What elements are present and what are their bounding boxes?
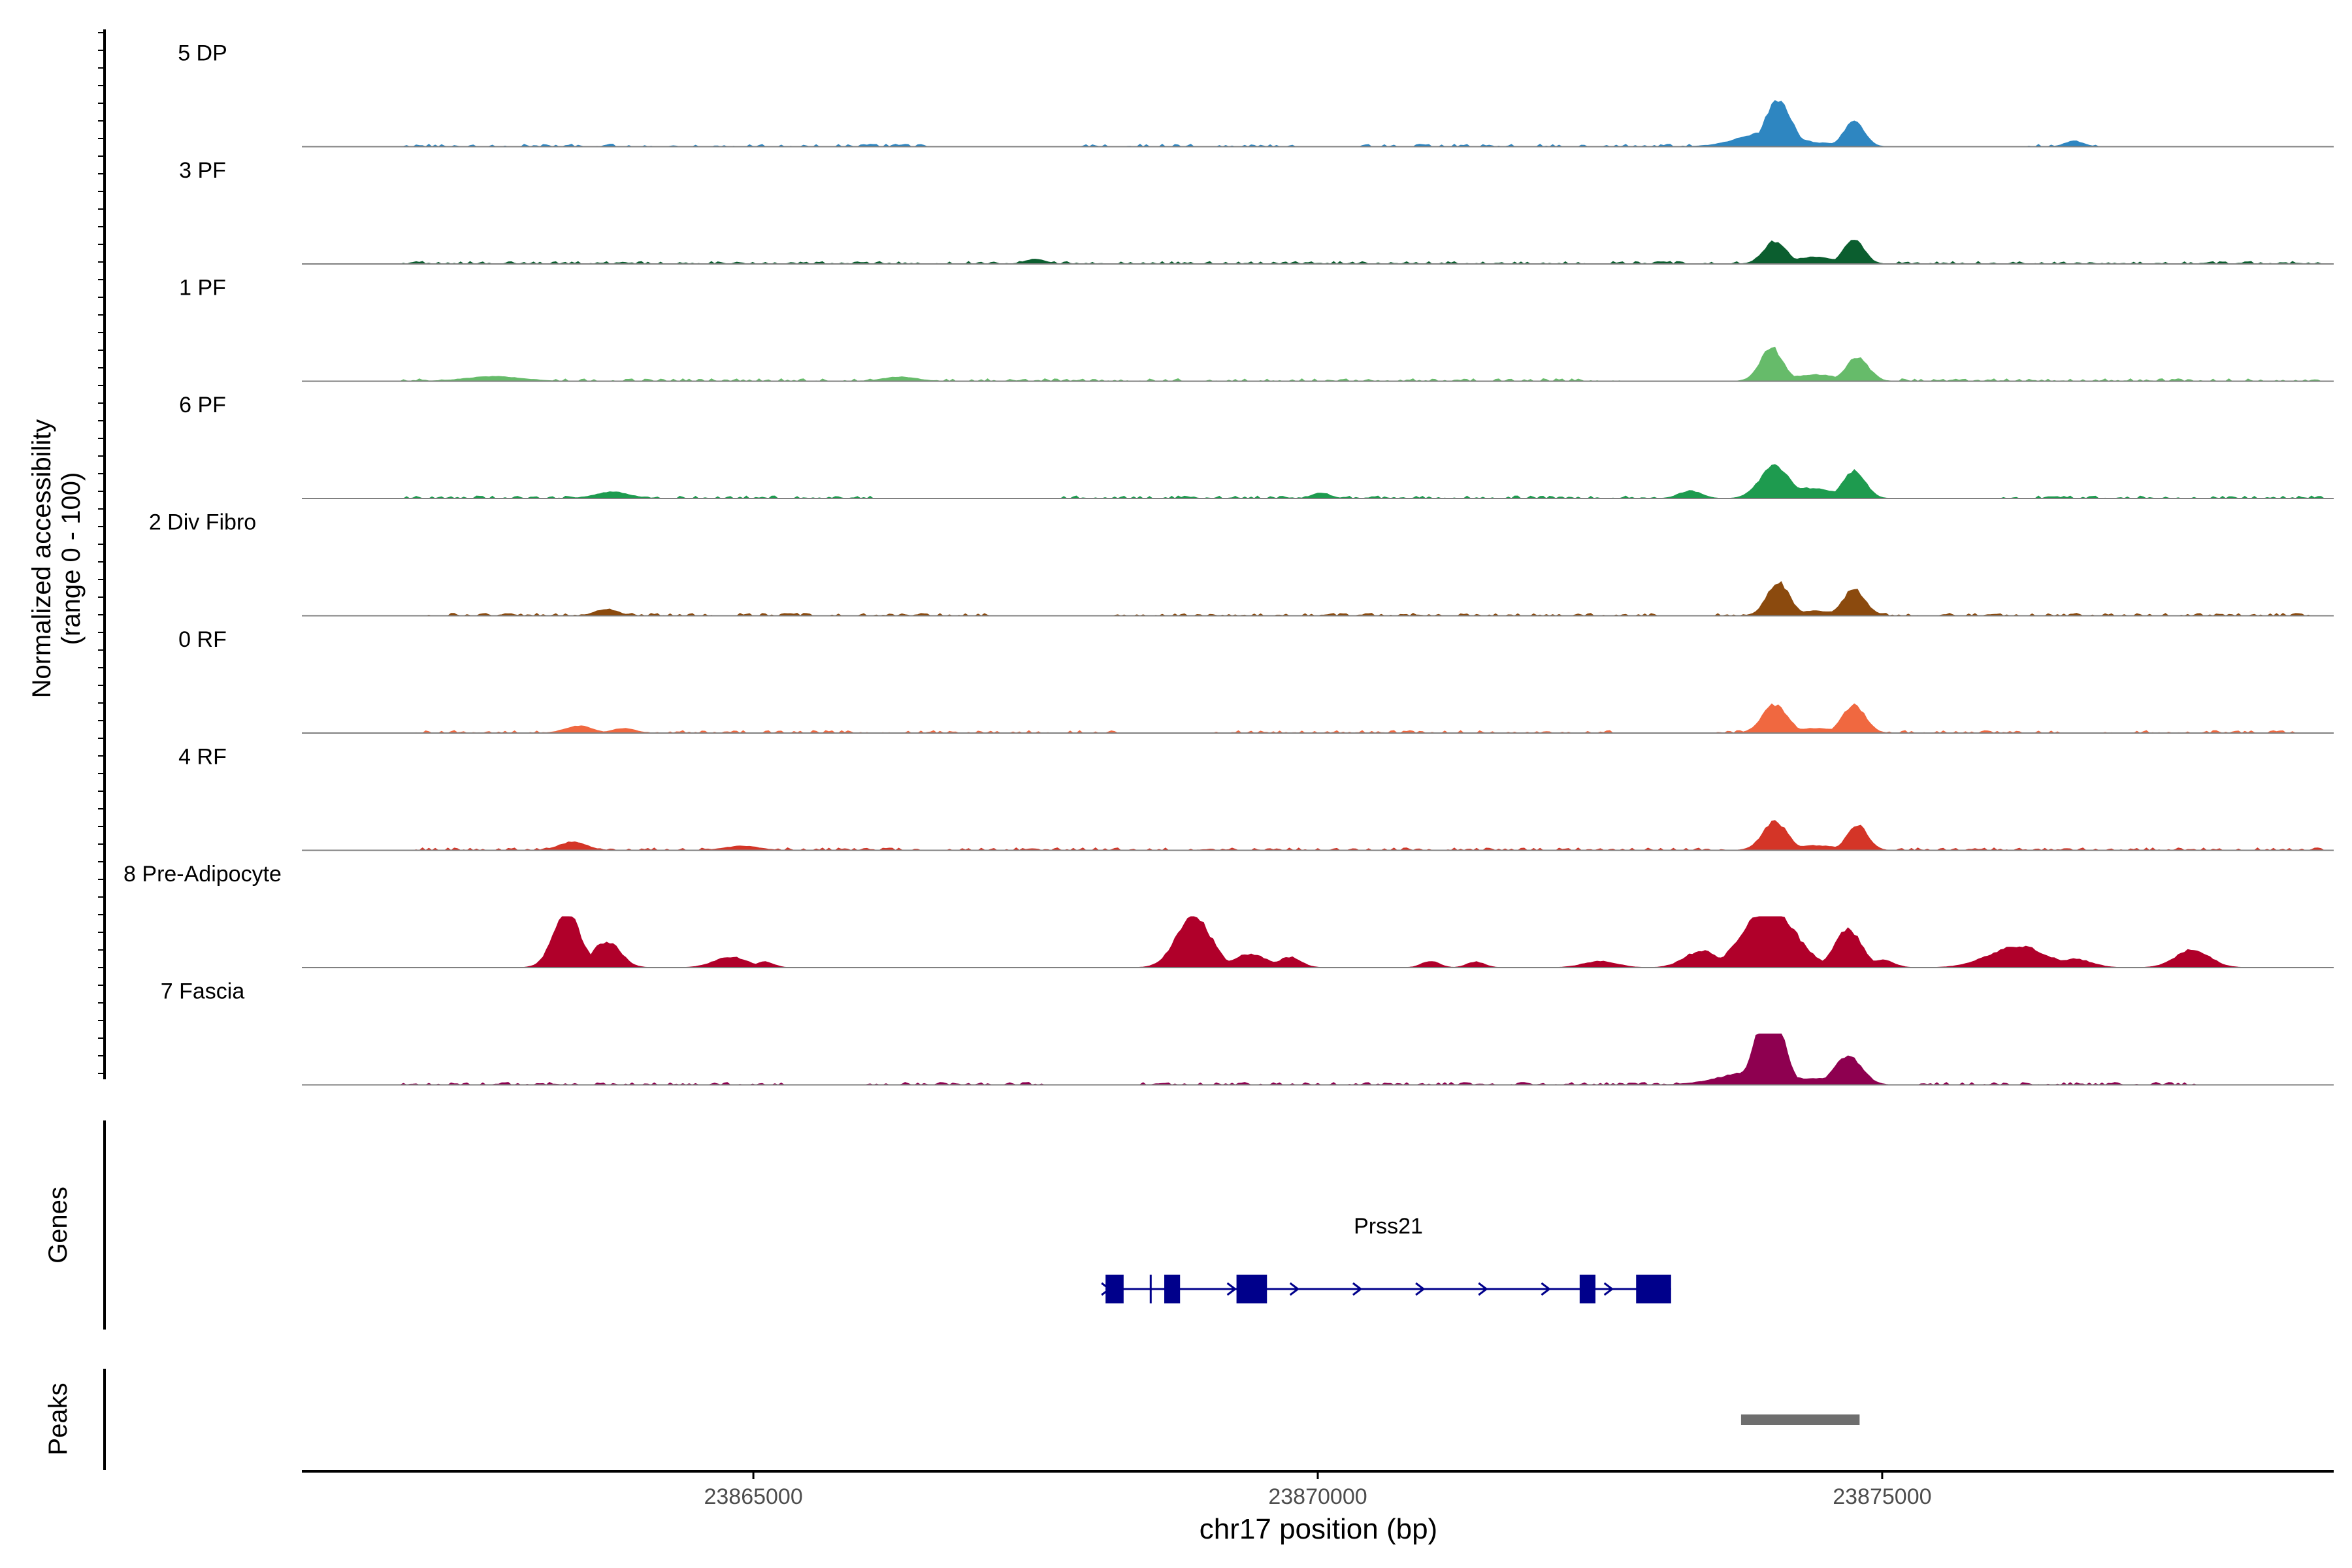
x-tick-label: 23865000	[704, 1484, 802, 1509]
coverage-area	[302, 703, 2334, 734]
coverage-track: 1 PF	[179, 276, 2334, 382]
track-label: 4 RF	[178, 745, 227, 770]
gene-exon	[1579, 1275, 1596, 1303]
track-label: 5 DP	[178, 41, 227, 66]
x-tick-label: 23875000	[1833, 1484, 1931, 1509]
coverage-track: 6 PF	[179, 393, 2334, 499]
x-axis: chr17 position (bp) 23865000 23870000 2387…	[302, 1470, 2334, 1545]
strand-arrow-icon	[1289, 1282, 1300, 1296]
strand-arrow-icon	[1415, 1282, 1426, 1296]
coverage-track: 8 Pre-Adipocyte	[123, 862, 2334, 968]
strand-arrow-icon	[1541, 1282, 1551, 1296]
coverage-area	[302, 581, 2334, 617]
coverage-track: 7 Fascia	[161, 979, 2334, 1086]
gene-track: Genes Prss21	[44, 1186, 1671, 1303]
x-axis-title: chr17 position (bp)	[1200, 1513, 1437, 1545]
track-label: 1 PF	[179, 276, 226, 301]
y-axis-label-line2: (range 0 - 100)	[57, 472, 86, 645]
y-axis-label: Normalized accessibility (range 0 - 100)	[27, 419, 86, 698]
peaks-track-label: Peaks	[44, 1382, 73, 1455]
coverage-track: 5 DP	[178, 41, 2334, 148]
track-label: 7 Fascia	[161, 979, 245, 1004]
track-label: 8 Pre-Adipocyte	[123, 862, 282, 887]
track-label: 6 PF	[179, 393, 226, 417]
track-label: 0 RF	[178, 627, 227, 652]
peak-track: Peaks	[44, 1382, 1860, 1456]
coverage-area	[302, 100, 2334, 148]
peak-region	[1740, 1414, 1860, 1425]
y-axis-label-line1: Normalized accessibility	[27, 419, 56, 698]
coverage-track: 2 Div Fibro	[149, 510, 2334, 617]
coverage-area	[302, 820, 2334, 851]
strand-arrow-icon	[1226, 1282, 1237, 1296]
left-axes	[98, 29, 106, 1470]
coverage-track: 3 PF	[179, 158, 2334, 265]
gene-name: Prss21	[1354, 1214, 1423, 1239]
gene-exon	[1164, 1275, 1181, 1303]
gene-exon	[1236, 1275, 1267, 1303]
track-label: 3 PF	[179, 158, 226, 183]
strand-arrow-icon	[1478, 1282, 1488, 1296]
coverage-area	[302, 916, 2334, 968]
coverage-area	[302, 464, 2334, 499]
genes-track-label: Genes	[44, 1186, 73, 1264]
coverage-area	[302, 240, 2334, 265]
gene-model: Prss21	[1101, 1214, 1671, 1303]
coverage-area	[302, 346, 2334, 382]
strand-arrow-icon	[1603, 1282, 1614, 1296]
track-label: 2 Div Fibro	[149, 510, 256, 535]
coverage-track: 0 RF	[178, 627, 2334, 734]
strand-arrow-icon	[1352, 1282, 1363, 1296]
coverage-area	[302, 1034, 2334, 1086]
gene-exon	[1105, 1275, 1124, 1303]
gene-exon	[1636, 1275, 1671, 1303]
x-tick-label: 23870000	[1268, 1484, 1367, 1509]
coverage-tracks: 5 DP 3 PF 1 PF 6 PF 2 Div Fibro 0 RF 4 RF 8 Pre…	[123, 41, 2334, 1086]
coverage-track: 4 RF	[178, 745, 2334, 851]
